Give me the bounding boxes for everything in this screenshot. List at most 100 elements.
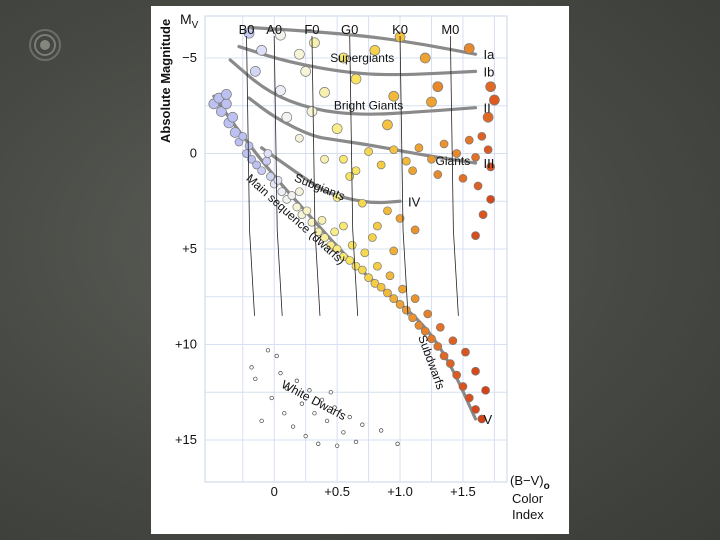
- star-point: [353, 439, 359, 445]
- star-point: [295, 187, 304, 197]
- star-point: [299, 401, 305, 406]
- y-tick-15: +15: [175, 432, 197, 447]
- star-point: [274, 353, 279, 359]
- class-label-iii: III: [484, 156, 495, 171]
- star-point: [423, 309, 433, 319]
- star-point: [278, 370, 283, 376]
- star-point: [253, 376, 258, 382]
- star-point: [383, 206, 392, 216]
- star-point: [414, 143, 424, 153]
- star-point: [317, 216, 327, 225]
- branch-ia: [247, 25, 478, 56]
- star-point: [275, 29, 286, 41]
- region-label-giants: Giants: [436, 154, 471, 168]
- star-point: [282, 411, 287, 416]
- x-axis-symbol: (B−V)o: [510, 473, 550, 492]
- star-point: [382, 119, 393, 131]
- star-point: [259, 418, 264, 424]
- star-point: [249, 365, 254, 370]
- star-point: [395, 214, 405, 223]
- star-point: [345, 256, 355, 265]
- star-point: [313, 227, 323, 237]
- star-point: [376, 282, 386, 292]
- star-point: [292, 202, 302, 212]
- star-point: [328, 390, 333, 395]
- y-tick-5: −5: [182, 50, 197, 65]
- star-point: [339, 221, 348, 231]
- y-axis-label: Absolute Magnitude: [158, 19, 173, 143]
- star-point: [229, 127, 241, 138]
- star-point: [463, 43, 475, 54]
- spectral-boundary-m0: [449, 35, 459, 316]
- spectral-type-m0: M0: [441, 22, 459, 37]
- star-point: [290, 424, 296, 429]
- class-label-ib: Ib: [484, 64, 495, 79]
- star-point: [294, 378, 300, 383]
- x-tick-1: +1.0: [387, 484, 413, 499]
- slide-logo-icon: [29, 29, 61, 61]
- star-point: [345, 172, 355, 181]
- star-point: [341, 430, 346, 435]
- star-point: [401, 156, 411, 166]
- star-point: [330, 227, 339, 237]
- star-point: [347, 414, 352, 420]
- star-point: [486, 162, 495, 172]
- star-point: [277, 187, 287, 197]
- star-point: [368, 233, 377, 242]
- hr-diagram-figure: Supergiants Bright Giants Giants Subgiants M…: [151, 6, 569, 534]
- class-label-v: V: [484, 412, 493, 427]
- star-point: [357, 265, 367, 275]
- star-point: [426, 96, 437, 108]
- star-point: [221, 98, 232, 110]
- star-point: [302, 206, 312, 216]
- star-point: [427, 334, 436, 344]
- hr-diagram-chart: Supergiants Bright Giants Giants Subgiants M…: [158, 11, 550, 522]
- star-point: [483, 145, 493, 155]
- star-point: [247, 154, 256, 164]
- x-axis-label-index: Index: [512, 507, 544, 522]
- star-point: [257, 166, 266, 176]
- x-tick-labels: 0 +0.5 +1.0 +1.5: [271, 484, 476, 499]
- star-point: [464, 393, 474, 403]
- y-tick-labels: −5 0 +5 +10 +15: [175, 50, 197, 447]
- star-point: [351, 166, 361, 176]
- star-point: [410, 225, 420, 235]
- branch-iv: [260, 146, 402, 205]
- star-point: [482, 111, 494, 123]
- class-label-ii: II: [484, 101, 491, 116]
- star-point: [369, 45, 381, 56]
- star-point: [458, 382, 468, 391]
- star-point: [489, 94, 500, 106]
- star-point: [458, 173, 468, 183]
- star-point: [477, 131, 487, 141]
- star-point: [389, 145, 399, 155]
- star-point: [238, 131, 248, 141]
- star-point: [252, 160, 261, 170]
- star-point: [287, 191, 297, 200]
- class-label-iv: IV: [408, 194, 421, 209]
- star-point: [385, 271, 395, 281]
- star-point: [360, 248, 370, 258]
- y-axis-symbol-main: M: [180, 11, 192, 27]
- star-point: [351, 261, 361, 271]
- star-point: [306, 106, 318, 117]
- star-point: [357, 198, 367, 208]
- spectral-type-labels: B0 A0 F0 G0 K0 M0: [239, 22, 459, 316]
- star-point: [332, 405, 337, 410]
- spectral-type-f0: F0: [304, 22, 319, 37]
- star-point: [379, 428, 384, 433]
- star-point: [275, 85, 286, 96]
- star-point: [307, 217, 317, 227]
- star-point: [383, 288, 392, 298]
- spectral-boundary-f0: [311, 35, 321, 316]
- star-point: [256, 45, 267, 56]
- star-point: [227, 111, 239, 123]
- region-label-subdwarfs: Subdwarfs: [415, 333, 448, 391]
- star-point: [435, 322, 445, 332]
- star-point: [281, 111, 293, 123]
- region-label-white-dwarfs: White Dwarfs: [279, 377, 349, 423]
- star-point: [334, 443, 340, 448]
- star-point: [439, 139, 449, 149]
- star-point: [364, 273, 373, 282]
- star-point: [452, 149, 462, 158]
